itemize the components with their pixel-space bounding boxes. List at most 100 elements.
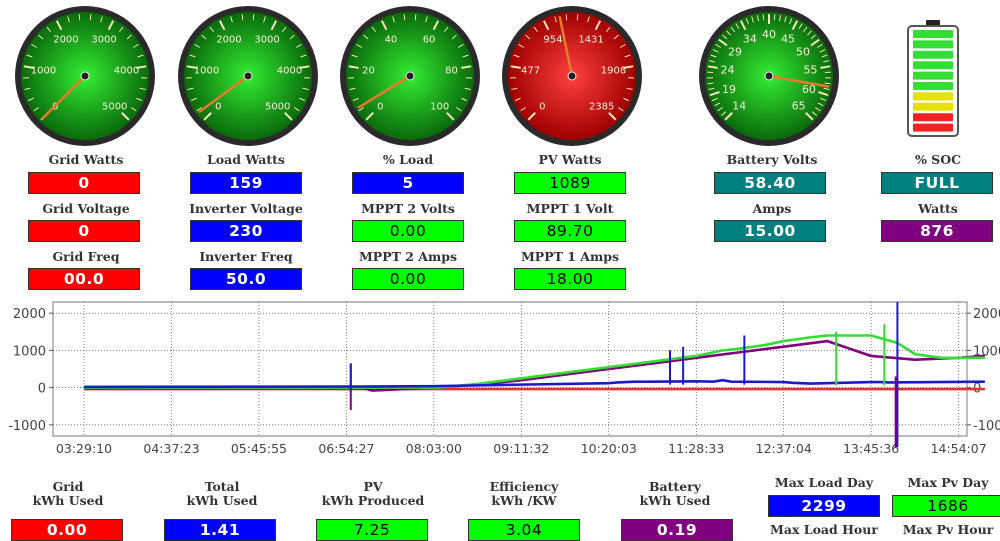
battery-soc-icon: [906, 20, 960, 138]
total-kwh-label2: kWh Used: [152, 493, 292, 508]
power-history-chart: 200010000-1000200010000-100003:29:1004:3…: [4, 296, 1000, 468]
gauge-tick: [79, 14, 80, 20]
gauge-tick-label: 1000: [31, 65, 56, 76]
gauge-tick-label: 2385: [589, 102, 614, 113]
x-tick-label: 13:45:36: [843, 441, 899, 456]
watts-label: Watts: [868, 201, 1000, 216]
battery-kwh-label2: kWh Used: [605, 493, 745, 508]
battery-cell: [913, 72, 953, 80]
x-tick-label: 09:11:32: [493, 441, 549, 456]
battery-cell: [913, 40, 953, 48]
amps-label: Amps: [702, 201, 842, 216]
max-pv-day-label: Max Pv Day: [878, 475, 1000, 490]
y-tick-label: -1000: [8, 419, 46, 434]
y-tick-label: 0: [38, 382, 46, 397]
mppt1-amps-value: 18.00: [514, 268, 626, 290]
grid-freq-label: Grid Freq: [16, 249, 156, 264]
amps-value: 15.00: [714, 220, 826, 242]
grid-kwh-label1: Grid: [0, 479, 138, 494]
battery-cell: [913, 92, 953, 100]
x-tick-label: 05:45:55: [231, 441, 287, 456]
x-tick-label: 11:28:33: [668, 441, 724, 456]
pv-watts-value: 1089: [514, 172, 626, 194]
inverter-freq-value: 50.0: [190, 268, 302, 290]
y-right-tick-label: -1000: [973, 419, 1000, 434]
max-load-day-value: 2299: [768, 495, 880, 517]
gauge-tick-label: 3000: [254, 35, 279, 46]
grid-voltage-value: 0: [28, 220, 140, 242]
gauge-tick-label: 19: [722, 83, 736, 96]
max-pv-day-value: 1686: [892, 495, 1000, 517]
gauge-tick-label: 3000: [91, 35, 116, 46]
battery-cell: [913, 51, 953, 59]
efficiency-label2: kWh /KW: [454, 493, 594, 508]
gauge-tick: [774, 14, 775, 20]
load-watts-label: Load Watts: [176, 152, 316, 167]
grid-watts-label: Grid Watts: [16, 152, 156, 167]
y-right-tick-label: 2000: [973, 307, 1000, 322]
max-pv-hour-label: Max Pv Hour: [878, 522, 1000, 537]
x-tick-label: 14:54:07: [931, 441, 987, 456]
gauge-tick-label: 1431: [578, 35, 603, 46]
gauge-tick-label: 34: [743, 33, 757, 46]
gauge-tick-label: 45: [781, 33, 795, 46]
gauge-tick-label: 1908: [601, 65, 626, 76]
gauge-tick: [763, 14, 764, 20]
x-tick-label: 08:03:00: [406, 441, 462, 456]
inverter-freq-label: Inverter Freq: [176, 249, 316, 264]
gauge-tick-label: 1000: [194, 65, 219, 76]
pv-watts-label: PV Watts: [500, 152, 640, 167]
gauge-tick-label: 40: [385, 35, 398, 46]
pct-soc-value: FULL: [881, 172, 993, 194]
gauge-tick-label: 2000: [53, 35, 78, 46]
efficiency-label1: Efficiency: [454, 479, 594, 494]
gauge-tick-label: 4000: [277, 65, 302, 76]
gauge-tick-label: 954: [543, 35, 562, 46]
x-tick-label: 04:37:23: [143, 441, 199, 456]
efficiency-value: 3.04: [468, 519, 580, 541]
gauge-tick-label: 40: [762, 28, 776, 41]
gauge-tick: [404, 14, 405, 20]
gauge-tick: [566, 14, 567, 20]
mppt1-volt-label: MPPT 1 Volt: [500, 201, 640, 216]
mppt2-amps-value: 0.00: [352, 268, 464, 290]
pv-kwh-value: 7.25: [316, 519, 428, 541]
load-watts-value: 159: [190, 172, 302, 194]
y-tick-label: 1000: [13, 344, 46, 359]
gauge-tick-label: 55: [803, 63, 817, 76]
battery-cell: [913, 103, 953, 111]
gauge-tick-label: 80: [445, 65, 458, 76]
gauge-tick-label: 65: [792, 100, 806, 113]
battery-volts-value: 58.40: [714, 172, 826, 194]
mppt2-volts-label: MPPT 2 Volts: [338, 201, 478, 216]
watts-value: 876: [881, 220, 993, 242]
battery-kwh-value: 0.19: [621, 519, 733, 541]
grid-watts-value: 0: [28, 172, 140, 194]
grid-voltage-label: Grid Voltage: [16, 201, 156, 216]
gauge-tick-label: 4000: [114, 65, 139, 76]
gauge-tick: [90, 14, 91, 20]
gauge-tick-label: 60: [423, 35, 436, 46]
grid-kwh-label2: kWh Used: [0, 493, 138, 508]
battery-cell: [913, 113, 953, 121]
grid-freq-value: 00.0: [28, 268, 140, 290]
gauge-tick: [415, 14, 416, 20]
total-kwh-value: 1.41: [164, 519, 276, 541]
gauge-tick-label: 29: [728, 45, 742, 58]
pv-kwh-label2: kWh Produced: [303, 493, 443, 508]
battery-cell: [913, 30, 953, 38]
mppt2-amps-label: MPPT 2 Amps: [338, 249, 478, 264]
mppt2-volts-value: 0.00: [352, 220, 464, 242]
battery-kwh-label1: Battery: [605, 479, 745, 494]
inverter-voltage-value: 230: [190, 220, 302, 242]
battery-cell: [913, 124, 953, 132]
pct-load-label: % Load: [338, 152, 478, 167]
battery-cell: [913, 61, 953, 69]
gauge-tick-label: 0: [377, 102, 383, 113]
gauge-tick-label: 0: [215, 102, 221, 113]
gauge-tick-label: 5000: [265, 102, 290, 113]
